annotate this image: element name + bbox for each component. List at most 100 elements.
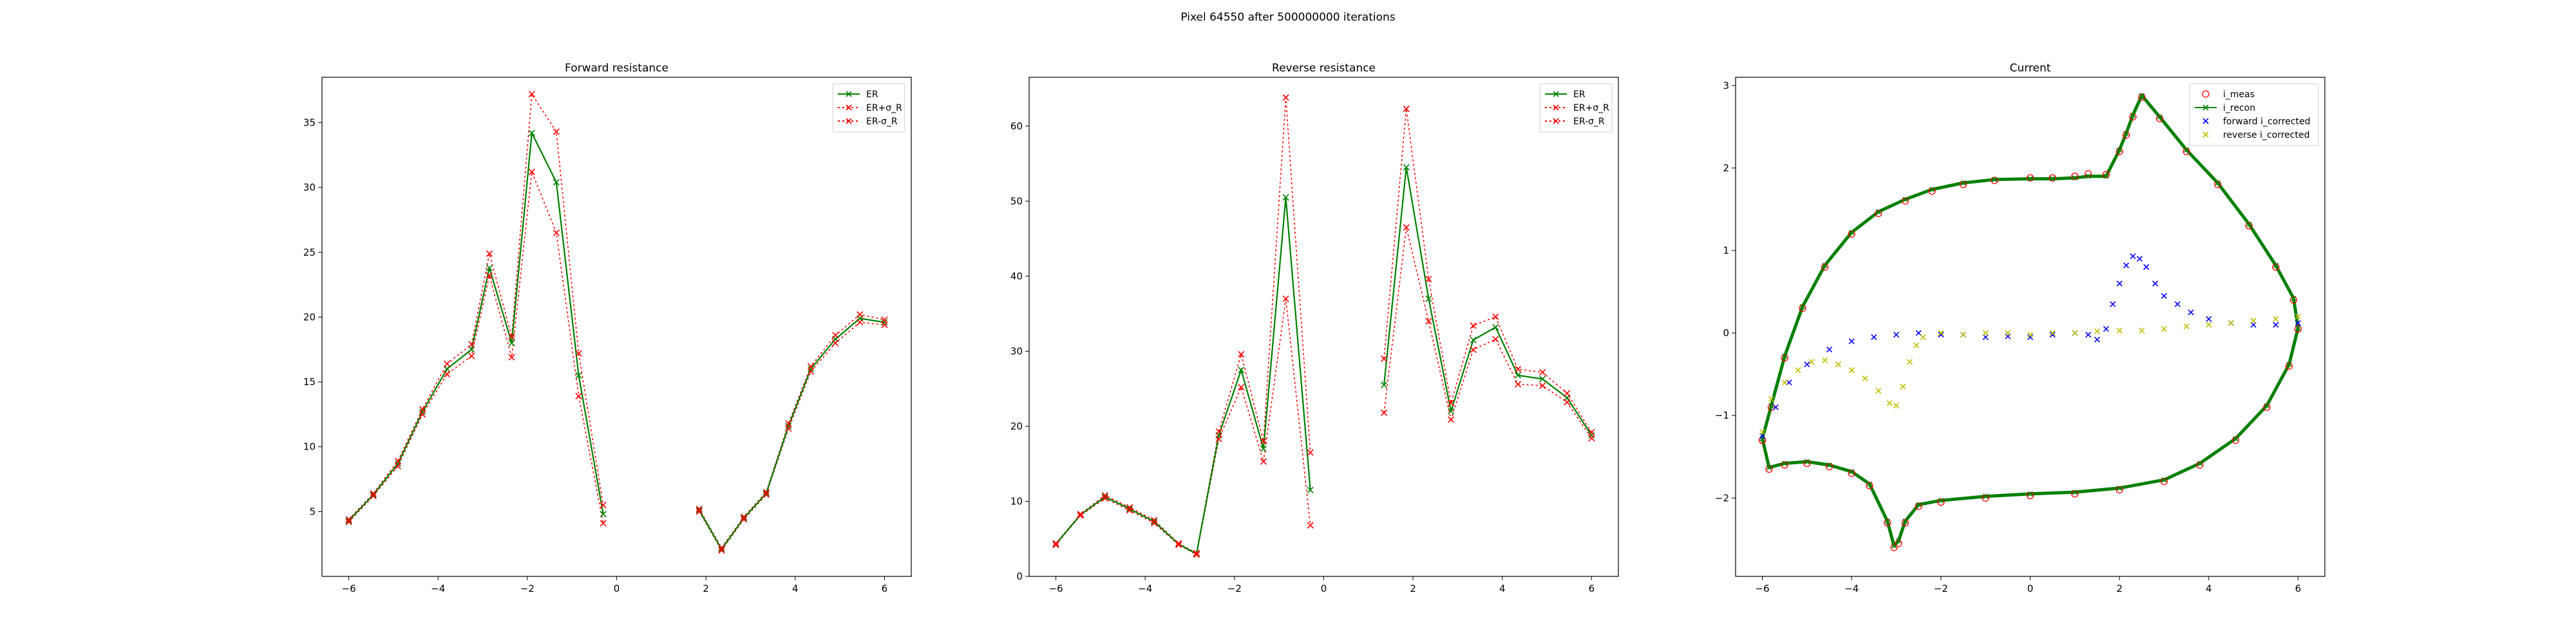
er-point xyxy=(1539,375,1546,383)
i-recon-point xyxy=(2246,221,2252,227)
er-minus-sigma-point xyxy=(1175,541,1182,549)
er-point xyxy=(1101,493,1108,500)
i-recon-point xyxy=(1822,263,1828,269)
er-point xyxy=(1052,540,1059,547)
reverse-corrected-point xyxy=(2094,328,2101,335)
legend-label: ER+σ_R xyxy=(1573,103,1609,113)
i-meas-point xyxy=(2231,436,2240,444)
i-recon-point xyxy=(2027,176,2033,182)
er-minus-sigma-point xyxy=(508,354,515,361)
x-tick-label: 6 xyxy=(882,583,888,594)
forward-corrected-point xyxy=(1893,332,1900,338)
er-point xyxy=(1470,336,1477,343)
er-minus-sigma-point xyxy=(696,508,703,515)
er-point xyxy=(600,511,607,518)
er-plus-sigma-point xyxy=(1514,366,1522,373)
er-minus-sigma-point xyxy=(1470,346,1477,354)
forward-corrected-point xyxy=(2103,326,2109,332)
reverse-corrected-point xyxy=(2072,330,2078,336)
y-tick-label: −2 xyxy=(1715,492,1729,504)
reverse-corrected-point xyxy=(2139,327,2145,334)
reverse-corrected-point xyxy=(1768,396,1775,402)
i-meas-point xyxy=(1928,187,1936,195)
legend-label: ER-σ_R xyxy=(1573,117,1605,127)
er-minus-sigma-point xyxy=(1215,435,1222,442)
er-minus-sigma-point xyxy=(881,321,888,328)
x-tick-label: 0 xyxy=(1321,583,1327,594)
x-tick-label: −2 xyxy=(1227,583,1242,594)
i-meas-point xyxy=(2138,93,2146,101)
forward-corrected-point xyxy=(1848,338,1855,345)
i-meas-point xyxy=(1825,462,1833,471)
er-plus-sigma-point xyxy=(600,502,607,509)
x-tick-label: 2 xyxy=(2116,583,2123,594)
i-recon-point xyxy=(1768,402,1774,408)
reverse-corrected-point xyxy=(2116,327,2123,334)
er-plus-sigma-point xyxy=(528,91,535,98)
er-plus-sigma-point xyxy=(1470,322,1477,329)
i-meas-point xyxy=(2160,478,2168,486)
er-point xyxy=(370,491,377,498)
er-plus-sigma-point xyxy=(575,350,582,357)
i-meas-point xyxy=(1875,209,1882,218)
er-plus-sigma-point xyxy=(1588,429,1595,436)
er-point xyxy=(1447,408,1455,415)
er-plus-sigma-point xyxy=(444,360,451,367)
legend-marker-swatch xyxy=(2202,90,2210,98)
er-point xyxy=(762,490,770,497)
er-minus-sigma-point xyxy=(345,518,352,526)
current-plot-area xyxy=(1735,77,2325,577)
legend-label: reverse i_corrected xyxy=(2223,130,2309,140)
forward-corrected-point xyxy=(2273,321,2279,328)
reverse-corrected-point xyxy=(1906,359,1913,365)
reverse-corrected-point xyxy=(1913,342,1920,348)
er-plus-sigma-point xyxy=(785,420,792,427)
er-minus-sigma-point xyxy=(1403,224,1410,231)
y-tick-label: 10 xyxy=(303,441,316,453)
i-meas-point xyxy=(2285,362,2293,370)
er-minus-sigma-point xyxy=(419,411,426,418)
er-point xyxy=(528,129,535,137)
er-minus-sigma-point xyxy=(1238,384,1245,391)
i-recon-point xyxy=(2197,460,2202,466)
er-point xyxy=(1588,431,1595,439)
legend-marker-swatch xyxy=(846,104,852,111)
forward-resistance-panel: Forward resistance −6 −4 −2 0 2 4 6 5 10 15 20 25 30… xyxy=(303,62,912,594)
i-recon-point xyxy=(2117,485,2123,491)
er-plus-sigma-point xyxy=(762,489,770,496)
er-minus-sigma-point xyxy=(1052,541,1059,549)
i-recon-point xyxy=(1916,502,1922,507)
legend-marker-swatch xyxy=(846,118,852,124)
er-plus-sigma-point xyxy=(1260,438,1267,445)
er-minus-sigma-point xyxy=(832,339,839,346)
figure-title: Pixel 64550 after 500000000 iterations xyxy=(1180,11,1395,24)
i-recon-point xyxy=(2027,491,2033,497)
i-recon-point xyxy=(1849,469,1855,475)
i-recon-point xyxy=(2264,402,2269,408)
i-recon-point xyxy=(2286,361,2292,367)
x-tick-label: −4 xyxy=(431,583,445,594)
er-plus-sigma-point xyxy=(1193,549,1200,556)
i-meas-point xyxy=(2084,170,2092,178)
y-tick-label: 3 xyxy=(1723,80,1729,91)
er-minus-sigma-point xyxy=(740,516,748,523)
legend-marker-swatch xyxy=(1553,118,1559,124)
i-meas-point xyxy=(1848,230,1855,238)
er-minus-sigma-point xyxy=(553,229,560,236)
x-tick-label: −6 xyxy=(342,583,356,594)
y-tick-label: 60 xyxy=(1010,120,1023,132)
i-recon-point xyxy=(1826,462,1832,468)
er-point xyxy=(1425,295,1432,302)
i-meas-point xyxy=(1866,482,1873,489)
i-recon-point xyxy=(2215,180,2221,186)
er-plus-sigma-point xyxy=(1492,313,1499,320)
forward-corrected-point xyxy=(2094,336,2101,343)
forward-corrected-point xyxy=(2174,301,2181,307)
er-point xyxy=(575,372,582,379)
reverse-corrected-point xyxy=(1835,361,1841,368)
er-plus-sigma-point xyxy=(1175,540,1182,547)
reverse-corrected-point xyxy=(1886,400,1893,406)
i-recon-point xyxy=(1991,176,1998,182)
x-tick-label: 0 xyxy=(614,583,620,594)
forward-corrected-point xyxy=(1786,379,1792,386)
